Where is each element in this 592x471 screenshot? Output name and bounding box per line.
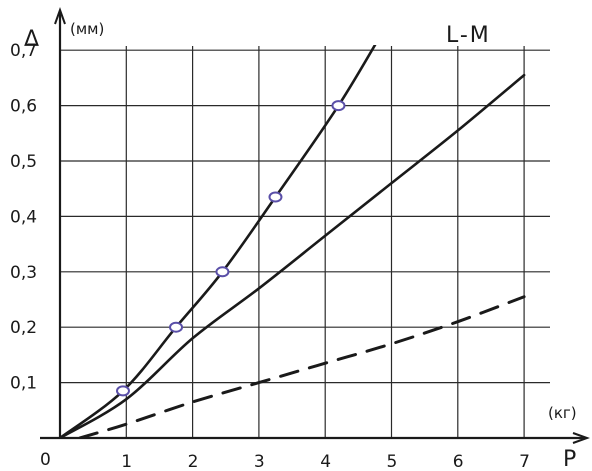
- x-tick-label: 7: [519, 452, 530, 471]
- data-point-marker: [169, 321, 184, 333]
- y-tick-label: 0,4: [10, 207, 37, 227]
- y-tick-label: 0,3: [10, 263, 37, 283]
- series-line-2: [60, 73, 526, 438]
- x-tick-label: 6: [453, 452, 464, 471]
- marker-group: [115, 100, 346, 397]
- x-tick-label: 4: [320, 452, 331, 471]
- y-tick-label: 0,6: [10, 97, 37, 117]
- series-group: [60, 45, 526, 438]
- labels: Δ (мм) L-M (кг) P 0 1 2 3 4 5 6 7 0,1 0,2 0,3 0,4 0…: [10, 20, 577, 471]
- chart-title: L-M: [446, 23, 491, 48]
- x-axis-arrow: [572, 432, 590, 444]
- data-point-marker: [215, 266, 230, 278]
- x-tick-label: 2: [188, 452, 199, 471]
- data-point-marker: [331, 100, 346, 112]
- x-axis-unit: (кг): [548, 404, 577, 422]
- y-axis-label: Δ: [24, 27, 39, 52]
- data-point-marker: [268, 191, 283, 203]
- series-line-1: [60, 45, 377, 438]
- y-tick-label: 0,7: [10, 41, 37, 61]
- y-axis-arrow: [54, 7, 66, 25]
- origin-label: 0: [40, 450, 51, 470]
- axes: [40, 7, 590, 444]
- x-tick-label: 3: [254, 452, 265, 471]
- x-tick-label: 5: [387, 452, 398, 471]
- series-line-3: [78, 295, 526, 438]
- y-tick-label: 0,1: [10, 374, 37, 394]
- x-tick-label: 1: [121, 452, 132, 471]
- data-point-marker: [115, 385, 130, 397]
- y-tick-label: 0,2: [10, 318, 37, 338]
- x-axis-label: P: [563, 447, 576, 471]
- y-axis-unit: (мм): [70, 20, 104, 38]
- y-tick-label: 0,5: [10, 152, 37, 172]
- grid: [60, 46, 550, 438]
